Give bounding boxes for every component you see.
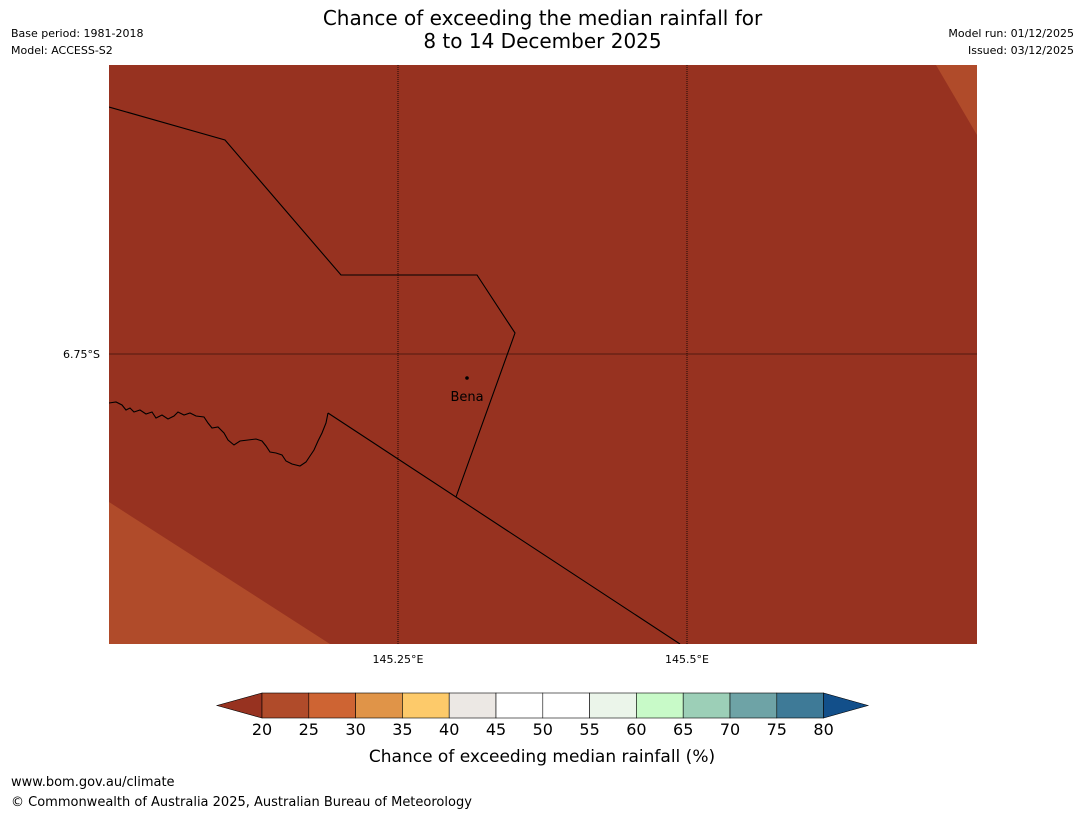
colorbar-segment bbox=[448, 692, 497, 719]
footer-copyright: © Commonwealth of Australia 2025, Austra… bbox=[11, 795, 472, 810]
colorbar-tick-label: 80 bbox=[813, 720, 833, 739]
model-label: Model: ACCESS-S2 bbox=[11, 44, 113, 57]
colorbar-segment bbox=[682, 692, 731, 719]
colorbar: 20 25 30 35 40 45 50 55 60 65 70 75 80 bbox=[215, 692, 870, 739]
colorbar-under-arrow bbox=[215, 692, 263, 719]
colorbar-segment bbox=[308, 692, 356, 719]
river-coastline bbox=[109, 401, 329, 467]
province-boundary-north bbox=[109, 106, 516, 498]
colorbar-segment bbox=[729, 692, 778, 719]
probability-fill-primary bbox=[109, 65, 977, 644]
longitude-label-145-25: 145.25°E bbox=[373, 653, 424, 666]
colorbar-segment bbox=[636, 692, 684, 719]
colorbar-tick-label: 65 bbox=[673, 720, 693, 739]
title-line-2: 8 to 14 December 2025 bbox=[423, 29, 662, 53]
colorbar-segment bbox=[261, 692, 310, 719]
probability-fill-secondary-sw bbox=[109, 502, 330, 644]
footer-url[interactable]: www.bom.gov.au/climate bbox=[11, 775, 175, 790]
map-panel[interactable]: Bena bbox=[109, 65, 977, 644]
province-boundary-south bbox=[327, 412, 681, 644]
colorbar-tick-label: 20 bbox=[252, 720, 272, 739]
map-title: Chance of exceeding the median rainfall … bbox=[0, 7, 1085, 53]
colorbar-tick-label: 45 bbox=[486, 720, 506, 739]
colorbar-label: Chance of exceeding median rainfall (%) bbox=[369, 747, 715, 767]
colorbar-tick-label: 40 bbox=[439, 720, 459, 739]
colorbar-tick-label: 60 bbox=[626, 720, 646, 739]
longitude-label-145-5: 145.5°E bbox=[665, 653, 709, 666]
colorbar-tick-label: 35 bbox=[392, 720, 412, 739]
colorbar-segment bbox=[776, 692, 824, 719]
colorbar-segment bbox=[402, 692, 450, 719]
colorbar-segment bbox=[542, 692, 590, 719]
bena-marker[interactable] bbox=[465, 376, 469, 380]
colorbar-segment bbox=[589, 692, 637, 719]
metadata-left: Base period: 1981-2018 Model: ACCESS-S2 bbox=[11, 25, 143, 59]
issued-label: Issued: 03/12/2025 bbox=[967, 44, 1074, 57]
probability-fill-secondary-ne bbox=[936, 65, 977, 135]
colorbar-segment bbox=[495, 692, 544, 719]
colorbar-tick-label: 50 bbox=[533, 720, 553, 739]
colorbar-tick-label: 70 bbox=[720, 720, 740, 739]
colorbar-over-arrow bbox=[823, 692, 870, 719]
base-period-label: Base period: 1981-2018 bbox=[11, 27, 144, 40]
latitude-label: 6.75°S bbox=[63, 348, 100, 361]
bena-label: Bena bbox=[450, 390, 483, 405]
colorbar-segment bbox=[355, 692, 403, 719]
colorbar-tick-label: 75 bbox=[767, 720, 787, 739]
colorbar-tick-label: 25 bbox=[299, 720, 319, 739]
colorbar-tick-label: 55 bbox=[579, 720, 599, 739]
title-line-1: Chance of exceeding the median rainfall … bbox=[322, 6, 763, 30]
model-run-label: Model run: 01/12/2025 bbox=[948, 27, 1074, 40]
colorbar-tick-label: 30 bbox=[345, 720, 365, 739]
metadata-right: Model run: 01/12/2025 Issued: 03/12/2025 bbox=[948, 25, 1074, 59]
